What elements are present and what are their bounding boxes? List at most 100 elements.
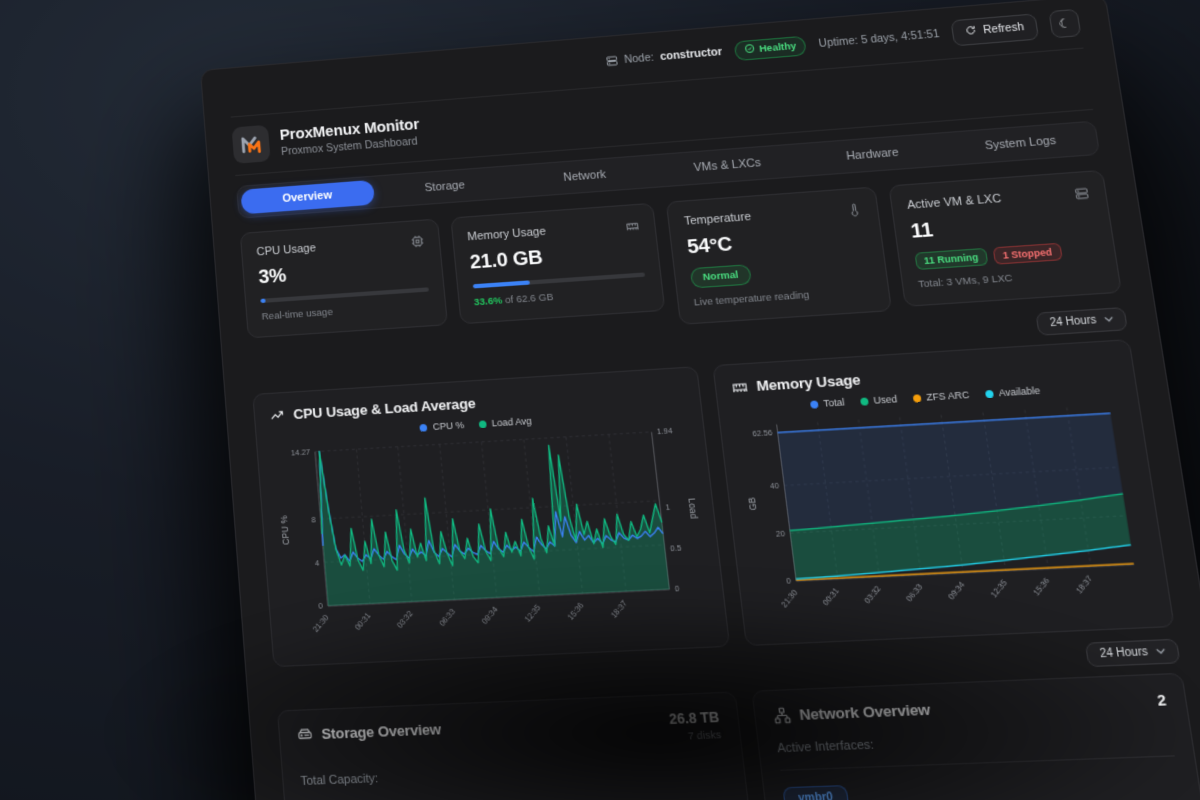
tab-vms-lxcs[interactable]: VMs & LXCs (693, 156, 762, 175)
vm-count-value: 11 (909, 219, 935, 244)
uptime-text: Uptime: 5 days, 4:51:51 (817, 27, 941, 51)
tab-hardware[interactable]: Hardware (845, 146, 900, 163)
legend-dot (419, 423, 428, 432)
svg-text:62.56: 62.56 (752, 429, 773, 439)
svg-text:0: 0 (318, 601, 323, 611)
legend-dot (859, 396, 869, 406)
hard-drive-icon (296, 726, 313, 743)
storage-title: Storage Overview (320, 720, 442, 743)
svg-text:00:31: 00:31 (353, 610, 373, 632)
vm-caption: Total: 3 VMs, 9 LXC (917, 272, 1014, 291)
moon-icon: ☾ (1057, 15, 1073, 32)
temperature-status-badge: Normal (689, 264, 752, 289)
cpu-caption: Real-time usage (261, 306, 334, 323)
network-interface-pill[interactable]: vmbr0 (782, 784, 850, 800)
divider (779, 755, 1175, 771)
network-interface-count: 2 (1156, 691, 1168, 710)
memory-chart: 0 20 40 62.56 21:30 00:31 03:32 06:33 09:34 12:35… (735, 391, 1156, 634)
storage-row-physical-disks: Physical Disks: (303, 790, 730, 800)
check-circle-icon (744, 42, 756, 56)
cpu-load-chart: 0 4 8 14.27 0 0.5 1 1.94 21:30 00:31 03:32 06:33 09:… (272, 417, 713, 658)
dashboard-window: Node: constructor Healthy Uptime: 5 days… (200, 0, 1200, 800)
refresh-icon (965, 24, 978, 38)
network-interfaces-label: Active Interfaces: (776, 737, 875, 756)
node-label: Node: (623, 51, 655, 67)
memory-value: 21.0 GB (468, 246, 544, 274)
node-indicator: Node: constructor (605, 46, 723, 68)
memory-usage-card: Memory Usage 21.0 GB 33.6% of 62.6 GB (449, 202, 666, 325)
tab-storage[interactable]: Storage (424, 179, 466, 195)
svg-text:03:32: 03:32 (395, 608, 415, 630)
memory-chart-title: Memory Usage (755, 371, 862, 395)
tab-system-logs[interactable]: System Logs (983, 134, 1057, 153)
svg-text:12:35: 12:35 (989, 578, 1009, 600)
legend-dot (984, 389, 994, 398)
svg-text:Load: Load (686, 498, 698, 519)
timeframe-select-2[interactable]: 24 Hours (1085, 638, 1181, 668)
memory-chart-card: Memory Usage Total Used ZFS ARC Available 0… (712, 339, 1175, 646)
svg-text:18:37: 18:37 (609, 598, 629, 620)
svg-text:06:33: 06:33 (437, 606, 457, 628)
svg-text:09:34: 09:34 (946, 580, 966, 601)
cpu-load-chart-card: CPU Usage & Load Average CPU % Load Avg 0… (252, 366, 730, 668)
svg-text:21:30: 21:30 (780, 588, 800, 609)
svg-text:8: 8 (311, 514, 316, 524)
svg-text:0: 0 (674, 584, 680, 594)
network-overview-card: Network Overview 2 Active Interfaces: vm… (751, 672, 1200, 800)
storage-row-total-capacity: Total Capacity: (300, 771, 379, 789)
tab-network[interactable]: Network (562, 168, 607, 185)
storage-overview-card: Storage Overview 26.8 TB 7 disks Total C… (276, 691, 762, 800)
memory-chart-icon (730, 378, 748, 395)
cpu-usage-card: CPU Usage 3% Real-time usage (239, 218, 448, 339)
temperature-card: Temperature 54°C Normal Live temperature… (665, 186, 892, 325)
svg-text:00:31: 00:31 (821, 586, 841, 607)
svg-text:21:30: 21:30 (311, 613, 331, 635)
svg-text:15:36: 15:36 (565, 600, 585, 622)
storage-disks-value: 7 disks (687, 728, 722, 743)
svg-text:1.94: 1.94 (656, 426, 673, 437)
servers-icon (1073, 186, 1090, 201)
svg-text:15:36: 15:36 (1031, 576, 1051, 598)
tab-overview[interactable]: Overview (240, 179, 375, 215)
node-value: constructor (659, 45, 723, 64)
svg-text:CPU %: CPU % (279, 515, 291, 546)
trending-up-icon (269, 407, 286, 424)
refresh-button[interactable]: Refresh (950, 12, 1040, 46)
temperature-card-title: Temperature (683, 210, 752, 229)
svg-text:12:35: 12:35 (522, 602, 542, 624)
bottom-row: Storage Overview 26.8 TB 7 disks Total C… (276, 672, 1200, 800)
timeframe-select[interactable]: 24 Hours (1035, 306, 1128, 336)
storage-capacity-value: 26.8 TB (668, 709, 721, 728)
storage-summary: 26.8 TB 7 disks (668, 709, 722, 743)
svg-text:09:34: 09:34 (480, 604, 500, 626)
svg-text:4: 4 (315, 558, 320, 568)
chevron-down-icon (1103, 313, 1114, 326)
chevron-down-icon (1155, 645, 1166, 658)
legend-dot (478, 419, 487, 428)
memory-card-title: Memory Usage (466, 225, 547, 244)
svg-text:1: 1 (665, 502, 671, 512)
dark-mode-toggle[interactable]: ☾ (1048, 8, 1082, 39)
vm-card-title: Active VM & LXC (906, 192, 1003, 213)
svg-text:GB: GB (746, 497, 758, 511)
thermometer-icon (846, 203, 862, 218)
svg-text:03:32: 03:32 (863, 584, 883, 605)
cpu-icon (410, 234, 425, 248)
cpu-chart-title: CPU Usage & Load Average (292, 395, 477, 423)
memory-caption: 33.6% of 62.6 GB (473, 291, 554, 309)
svg-text:20: 20 (775, 529, 785, 538)
svg-text:14.27: 14.27 (291, 447, 311, 458)
server-icon (605, 54, 619, 67)
charts-row: CPU Usage & Load Average CPU % Load Avg 0… (252, 339, 1175, 668)
cpu-card-title: CPU Usage (256, 241, 317, 259)
svg-text:06:33: 06:33 (904, 582, 924, 603)
active-vm-lxc-card: Active VM & LXC 11 11 Running 1 Stopped … (887, 169, 1123, 307)
network-title: Network Overview (798, 700, 932, 724)
health-status-badge: Healthy (733, 35, 808, 61)
cpu-value: 3% (257, 264, 287, 289)
legend-dot (912, 393, 922, 402)
legend-dot (809, 399, 819, 409)
svg-text:0: 0 (786, 577, 792, 586)
memory-icon (625, 219, 640, 234)
